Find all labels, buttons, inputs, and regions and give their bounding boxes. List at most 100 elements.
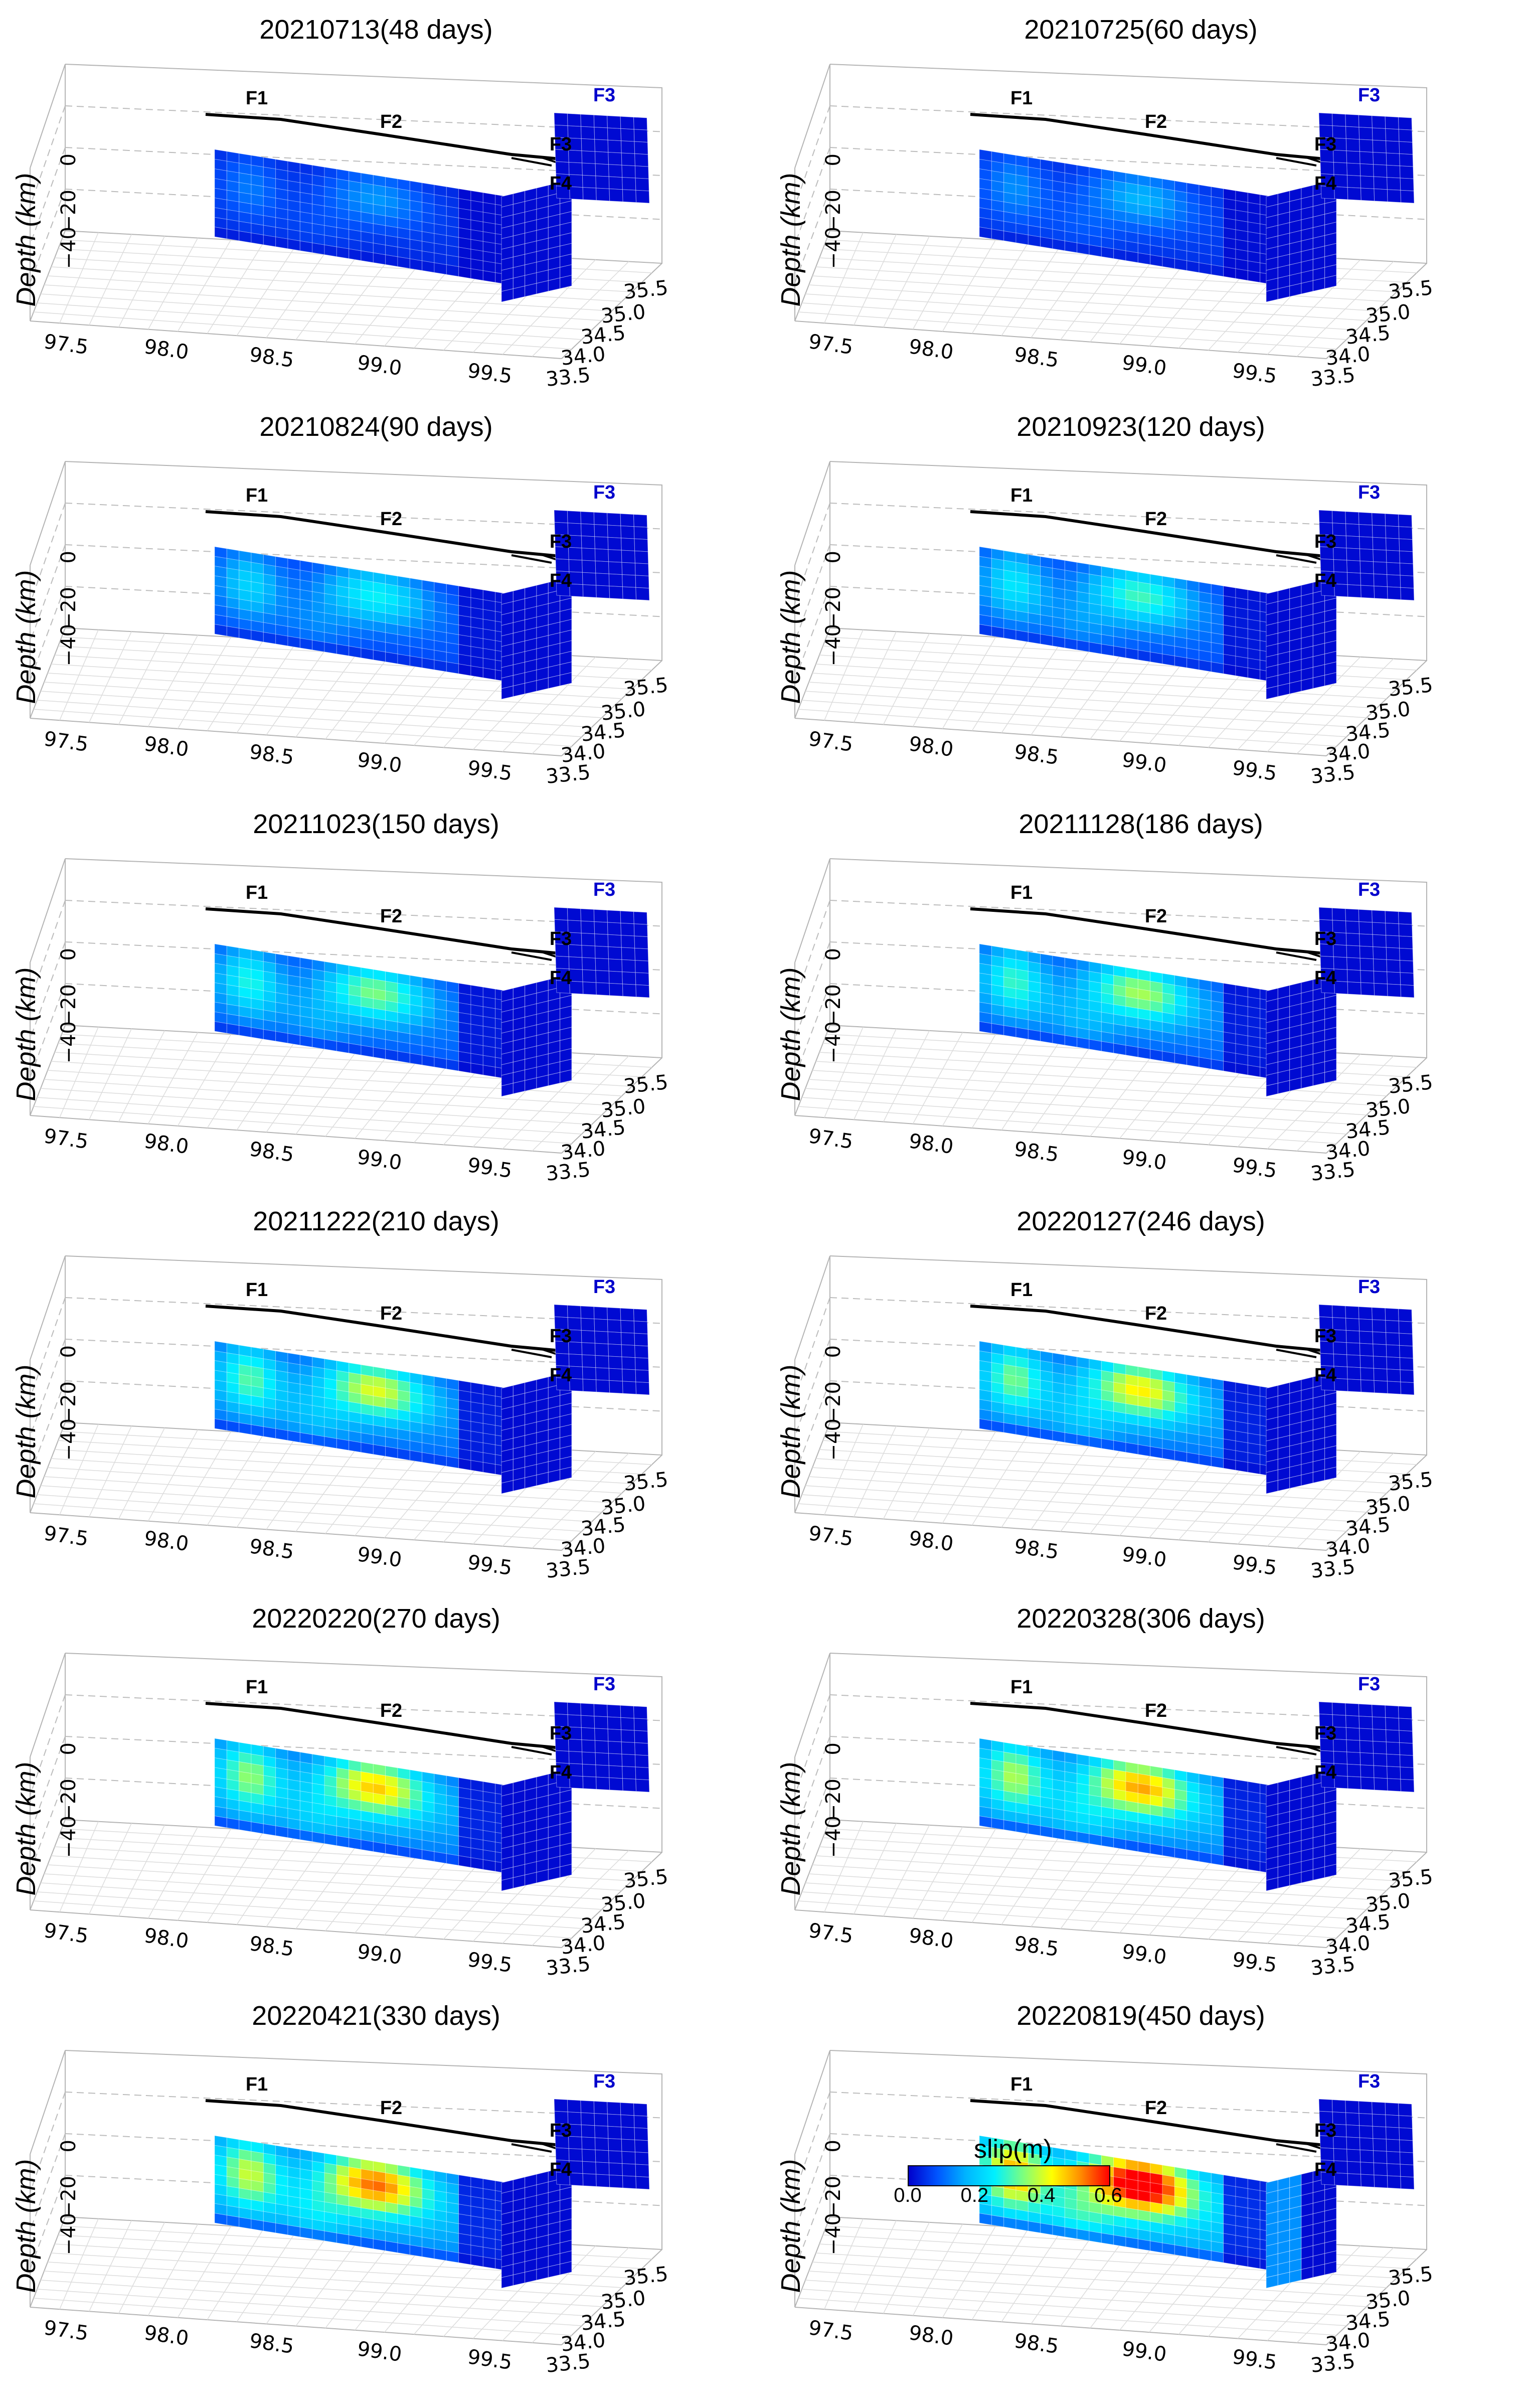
slip-cell [582, 2149, 596, 2163]
z-tick-label: 0 [57, 153, 80, 166]
slip-cell [312, 1434, 325, 1447]
slip-cell [1372, 2126, 1387, 2140]
slip-cell [608, 1356, 623, 1370]
y-tick-label: 35.0 [1365, 698, 1411, 725]
slip-cell [622, 177, 636, 191]
main-fault-plane [214, 2135, 508, 2271]
slip-panel: 20211222(210 days) F1 F2 F3 F4 F3 0 −20 −40 Depth… [0, 1197, 752, 1593]
slip-cell [1162, 1051, 1175, 1063]
slip-cell [633, 2115, 648, 2129]
slip-cell [621, 1741, 635, 1755]
y-tick-label: 35.5 [1387, 1468, 1434, 1496]
slip-cell [581, 126, 595, 140]
floor-gridline [33, 1900, 572, 1939]
slip-cell [1174, 1053, 1187, 1065]
slip-cell [1040, 633, 1053, 647]
slip-cell [1162, 654, 1175, 666]
fault-label: F4 [1314, 2159, 1336, 2180]
floor-gridline [812, 1864, 1377, 1900]
box-edge [794, 1653, 830, 1757]
slip-cell [434, 660, 447, 672]
slip-cell [594, 139, 609, 153]
slip-cell [482, 270, 496, 283]
fault-trace-f4 [1276, 1746, 1317, 1755]
slip-cell [1386, 935, 1400, 948]
slip-cell [594, 1716, 608, 1729]
slip-cell [594, 1740, 609, 1754]
y-tick-label: 35.5 [622, 1865, 669, 1893]
slip-cell [620, 525, 635, 539]
slip-cell [1359, 933, 1374, 947]
fault-plane-f3 [1318, 1701, 1415, 1793]
slip-cell [1320, 161, 1334, 175]
slip-cell [275, 1825, 288, 1838]
slip-cell [1387, 1369, 1401, 1382]
z-axis-label: Depth (km) [11, 1761, 41, 1895]
slip-cell [607, 1704, 621, 1718]
slip-cell [607, 1728, 622, 1742]
floor-gridline [37, 1494, 582, 1532]
slip-cell [422, 2246, 435, 2259]
floor-gridline [812, 1467, 1377, 1503]
slip-cell [1235, 1857, 1248, 1870]
y-tick-label: 34.5 [580, 719, 626, 746]
slip-cell [1028, 1426, 1041, 1439]
slip-cell [299, 1432, 313, 1445]
slip-cell [1345, 1330, 1360, 1344]
z-tick-label: 0 [57, 551, 80, 563]
slip-cell [596, 1379, 610, 1393]
depth-gridline [794, 2175, 830, 2270]
slip-cell [1386, 2151, 1401, 2165]
slip-cell [620, 2114, 635, 2128]
slip-cell [608, 2138, 622, 2152]
slip-cell [299, 1035, 313, 1048]
y-tick-label: 33.5 [1309, 1158, 1356, 1186]
slip-cell [608, 1344, 622, 1357]
fault-label: F4 [550, 570, 572, 591]
slip-cell [1186, 260, 1200, 273]
slip-cell [1386, 538, 1400, 551]
slip-cell [607, 513, 621, 526]
main-fault-plane [214, 1341, 508, 1477]
floor-gridline [33, 1106, 572, 1144]
x-tick-label: 98.5 [1013, 1932, 1061, 1961]
y-tick-label: 35.5 [622, 1071, 669, 1098]
slip-cell [622, 972, 636, 985]
slip-cell [555, 1353, 570, 1367]
slip-cell [1360, 982, 1375, 996]
y-tick-label: 34.5 [1344, 322, 1391, 349]
slip-cell [1345, 1306, 1359, 1320]
fault-plane-f4 [1266, 179, 1337, 302]
fault-trace-f4 [1276, 951, 1317, 961]
x-tick-label: 99.5 [1231, 359, 1279, 388]
floor-gridline [37, 302, 582, 340]
slip-cell [1346, 1751, 1361, 1765]
fault-label: F3 [1358, 85, 1380, 106]
slip-cell [1386, 165, 1401, 179]
slip-cell [1359, 957, 1374, 972]
slip-cell [324, 2230, 337, 2243]
z-tick-label: −40 [57, 1418, 80, 1461]
slip-cell [594, 127, 608, 140]
main-fault-plane [214, 943, 508, 1079]
slip-cell [1223, 266, 1236, 279]
slip-cell [312, 242, 325, 255]
slip-cell [1385, 1320, 1400, 1334]
slip-cell [1398, 1309, 1413, 1322]
slip-cell [275, 2222, 288, 2235]
slip-cell [1374, 585, 1388, 599]
z-axis-label: Depth (km) [11, 967, 41, 1101]
slip-cell [1360, 1379, 1375, 1393]
slip-cell [1346, 2137, 1360, 2150]
fault-label: F3 [593, 1674, 615, 1695]
slip-cell [1345, 908, 1359, 922]
slip-cell [409, 656, 423, 668]
slip-cell [633, 1309, 648, 1322]
floor-gridline [44, 682, 602, 718]
colorbar-tick-label: 0.2 [960, 2184, 989, 2206]
slip-cell [1358, 909, 1373, 923]
slip-cell [1052, 1430, 1065, 1443]
slip-cell [608, 152, 622, 166]
y-tick-label: 35.0 [1365, 2287, 1411, 2314]
slip-cell [1235, 1063, 1248, 1075]
